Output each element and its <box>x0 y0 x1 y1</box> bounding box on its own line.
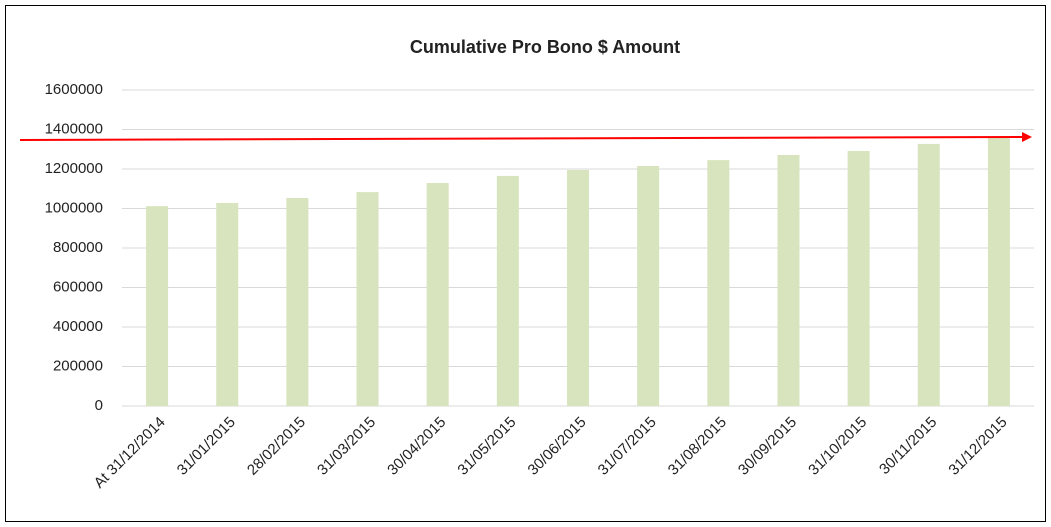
y-tick-label: 1000000 <box>45 199 103 216</box>
bar <box>847 151 870 406</box>
annotation-arrow <box>19 132 1032 143</box>
bar <box>917 143 940 407</box>
bar <box>777 154 800 406</box>
bar <box>146 206 169 406</box>
bar <box>567 169 589 406</box>
frame <box>5 5 1046 522</box>
bar <box>496 175 519 406</box>
y-tick-label: 400000 <box>53 318 103 335</box>
y-tick-label: 0 <box>95 397 103 414</box>
y-tick-label: 600000 <box>53 278 103 295</box>
y-tick-label: 800000 <box>53 239 103 256</box>
bar <box>987 137 1010 406</box>
plot-area: 0 200000 400000 600000 800000 1000000 1200000 1… <box>45 81 1034 492</box>
bar <box>637 166 660 406</box>
y-tick-label: 1600000 <box>45 81 103 98</box>
bar <box>216 202 239 406</box>
bar <box>707 160 730 406</box>
bar <box>356 192 379 406</box>
y-tick-label: 1200000 <box>45 160 103 177</box>
chart-title: Cumulative Pro Bono $ Amount <box>410 37 680 57</box>
bar <box>426 183 449 406</box>
y-tick-label: 1400000 <box>45 120 103 137</box>
y-tick-label: 200000 <box>53 357 103 374</box>
bar <box>286 198 309 406</box>
